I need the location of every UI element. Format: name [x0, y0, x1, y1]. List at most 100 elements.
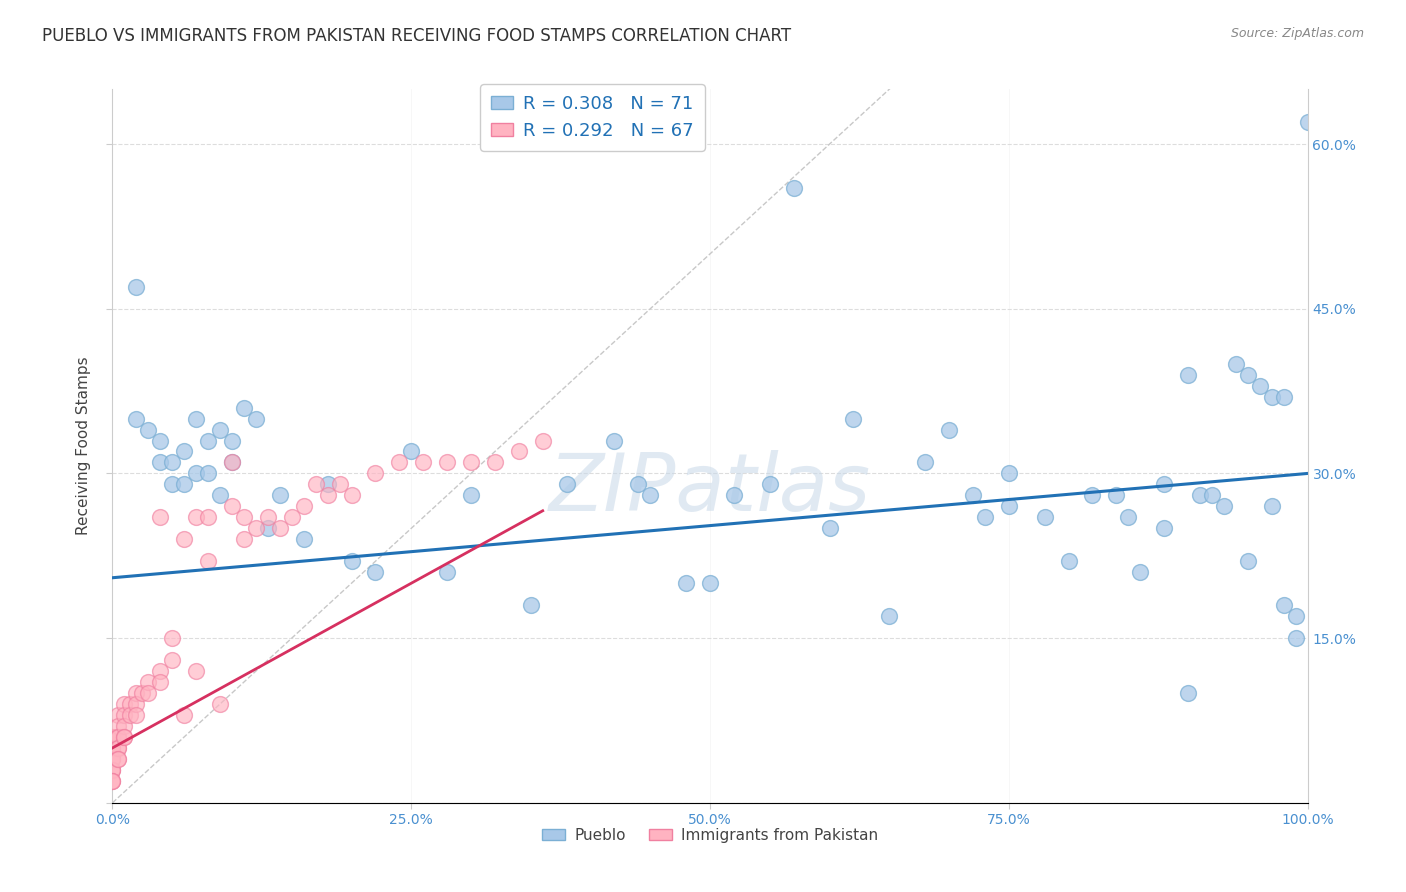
Point	[138, 675, 160, 690]
Point	[1261, 390, 1284, 404]
Point	[197, 554, 219, 568]
Point	[938, 423, 960, 437]
Point	[197, 467, 219, 481]
Point	[233, 401, 256, 415]
Point	[1296, 115, 1319, 129]
Point	[759, 477, 782, 491]
Point	[723, 488, 745, 502]
Point	[125, 280, 148, 294]
Point	[173, 444, 195, 458]
Point	[125, 686, 148, 700]
Y-axis label: Receiving Food Stamps: Receiving Food Stamps	[76, 357, 91, 535]
Point	[162, 631, 183, 645]
Point	[460, 455, 482, 469]
Point	[1272, 598, 1295, 612]
Point	[186, 510, 208, 524]
Point	[125, 411, 148, 425]
Point	[107, 752, 129, 766]
Point	[531, 434, 554, 448]
Text: Source: ZipAtlas.com: Source: ZipAtlas.com	[1230, 27, 1364, 40]
Point	[412, 455, 434, 469]
Point	[640, 488, 662, 502]
Point	[962, 488, 984, 502]
Point	[627, 477, 650, 491]
Point	[460, 488, 482, 502]
Point	[1249, 378, 1271, 392]
Point	[101, 730, 124, 744]
Point	[1081, 488, 1104, 502]
Point	[107, 730, 129, 744]
Point	[221, 500, 243, 514]
Point	[555, 477, 578, 491]
Point	[245, 411, 267, 425]
Text: ZIPatlas: ZIPatlas	[548, 450, 872, 528]
Point	[340, 554, 363, 568]
Point	[364, 467, 387, 481]
Point	[316, 488, 339, 502]
Point	[107, 730, 129, 744]
Point	[1237, 368, 1260, 382]
Point	[1105, 488, 1128, 502]
Point	[209, 697, 232, 711]
Point	[436, 455, 458, 469]
Point	[101, 763, 124, 777]
Point	[107, 719, 129, 733]
Point	[221, 455, 243, 469]
Point	[1213, 500, 1236, 514]
Point	[233, 533, 256, 547]
Point	[1237, 554, 1260, 568]
Point	[101, 740, 124, 755]
Point	[186, 411, 208, 425]
Point	[520, 598, 543, 612]
Point	[257, 510, 280, 524]
Point	[484, 455, 506, 469]
Point	[209, 488, 232, 502]
Point	[101, 773, 124, 788]
Point	[186, 467, 208, 481]
Point	[138, 686, 160, 700]
Point	[257, 521, 280, 535]
Point	[107, 740, 129, 755]
Point	[245, 521, 267, 535]
Point	[125, 708, 148, 723]
Point	[186, 664, 208, 678]
Point	[101, 752, 124, 766]
Point	[131, 686, 153, 700]
Point	[101, 763, 124, 777]
Point	[101, 752, 124, 766]
Point	[1225, 357, 1247, 371]
Point	[1177, 368, 1199, 382]
Point	[292, 533, 315, 547]
Point	[101, 730, 124, 744]
Text: PUEBLO VS IMMIGRANTS FROM PAKISTAN RECEIVING FOOD STAMPS CORRELATION CHART: PUEBLO VS IMMIGRANTS FROM PAKISTAN RECEI…	[42, 27, 792, 45]
Point	[125, 697, 148, 711]
Point	[101, 773, 124, 788]
Point	[699, 576, 721, 591]
Point	[162, 455, 183, 469]
Point	[221, 455, 243, 469]
Point	[162, 653, 183, 667]
Point	[292, 500, 315, 514]
Point	[974, 510, 997, 524]
Point	[149, 434, 172, 448]
Point	[114, 719, 135, 733]
Point	[149, 675, 172, 690]
Point	[1153, 521, 1175, 535]
Point	[1118, 510, 1140, 524]
Point	[138, 423, 160, 437]
Point	[818, 521, 841, 535]
Point	[388, 455, 411, 469]
Point	[1033, 510, 1056, 524]
Point	[173, 708, 195, 723]
Point	[401, 444, 423, 458]
Point	[149, 510, 172, 524]
Point	[1285, 631, 1308, 645]
Point	[1177, 686, 1199, 700]
Point	[508, 444, 530, 458]
Point	[101, 752, 124, 766]
Point	[233, 510, 256, 524]
Point	[1057, 554, 1080, 568]
Point	[114, 697, 135, 711]
Point	[149, 664, 172, 678]
Point	[329, 477, 352, 491]
